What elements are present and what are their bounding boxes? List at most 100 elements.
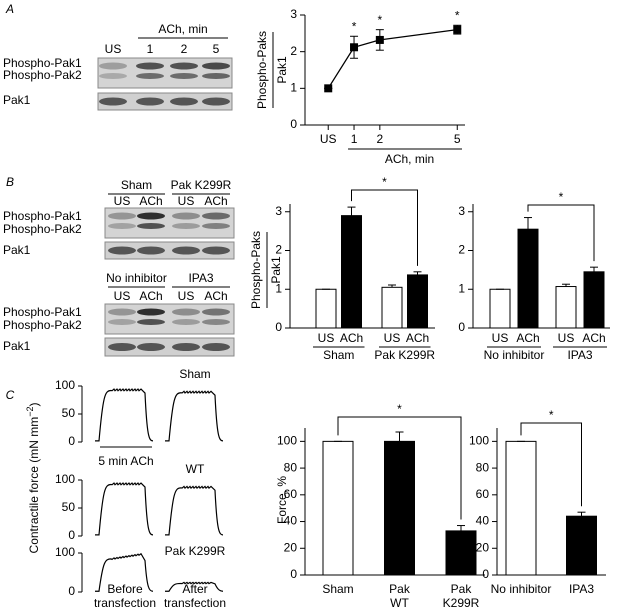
bar: [384, 440, 415, 576]
force-trace: [95, 552, 154, 592]
blot-header: ACh, min: [158, 22, 207, 36]
data-marker: [350, 43, 359, 52]
trace-tick-label: 100: [55, 545, 75, 559]
x-tick-label: IPA3: [569, 582, 594, 596]
lane-label: US: [114, 194, 131, 208]
lane-label: ACh: [204, 194, 227, 208]
significance-bracket: [527, 204, 595, 262]
x-tick-label: WT: [390, 596, 409, 610]
y-tick-label: 100: [277, 434, 297, 448]
x-tick-label: K299R: [443, 596, 480, 610]
blot-band: [202, 212, 230, 220]
row-label: Phospho-Pak1: [3, 305, 82, 319]
y-tick-label: 0: [290, 117, 297, 131]
blot-band: [108, 246, 136, 255]
blot-band: [170, 73, 198, 79]
y-label: Force, %: [275, 476, 289, 524]
significance-star: *: [549, 408, 554, 422]
trace-tick-label: 0: [68, 528, 75, 542]
y-tick-label: 20: [284, 540, 298, 554]
y-tick-label: 80: [284, 460, 298, 474]
bar: [505, 440, 537, 576]
blot-band: [170, 62, 198, 70]
y-tick-label: 60: [476, 487, 490, 501]
significance-bracket: [351, 189, 418, 266]
x-tick-label: Sham: [322, 582, 353, 596]
blot-band: [137, 223, 165, 229]
data-marker: [324, 84, 333, 93]
trace-column-label: Before: [107, 582, 143, 596]
x-tick-label: No inhibitor: [491, 582, 552, 596]
y-label-numerator: Phospho-Paks: [249, 231, 263, 309]
bar: [583, 271, 605, 329]
x-tick-label: ACh: [516, 331, 539, 345]
y-tick-label: 3: [458, 204, 465, 218]
trace-column-label: After: [182, 582, 207, 596]
y-tick-label: 1: [290, 81, 297, 95]
blot-panel: [104, 241, 235, 260]
blot-band: [202, 62, 230, 70]
y-label-numerator: Phospho-Paks: [255, 31, 269, 109]
y-tick-label: 40: [476, 514, 490, 528]
blot-band: [202, 97, 230, 106]
y-label-denominator: Pak1: [269, 256, 283, 284]
row-label: Pak1: [3, 93, 31, 107]
y-tick-label: 0: [482, 567, 489, 581]
y-tick-label: 2: [290, 44, 297, 58]
lane-label: 2: [181, 42, 188, 56]
y-tick-label: 3: [275, 204, 282, 218]
trace-tick-label: 50: [62, 406, 76, 420]
x-tick-label: US: [318, 331, 335, 345]
trace-condition: Pak K299R: [165, 544, 226, 558]
bar: [407, 274, 428, 329]
y-tick-label: 40: [284, 514, 298, 528]
lane-label: US: [114, 289, 131, 303]
blot-panel: [104, 337, 235, 357]
blot-band: [172, 212, 200, 220]
row-label: Phospho-Pak2: [3, 222, 82, 236]
significance-star: *: [378, 13, 383, 27]
blot-band: [172, 343, 200, 351]
blot-band: [108, 223, 136, 229]
panel-label: C: [6, 388, 15, 402]
blot-panel: [104, 303, 235, 335]
lane-label: US: [178, 289, 195, 303]
blot-band: [137, 319, 165, 325]
blot-band: [108, 319, 136, 325]
blot-band: [172, 308, 200, 316]
x-tick-label: US: [492, 331, 509, 345]
trace-y-label-exponent: −2: [25, 407, 35, 417]
x-tick-label: Pak: [451, 582, 473, 596]
significance-star: *: [455, 8, 460, 22]
significance-star: *: [352, 19, 357, 33]
data-line: [327, 29, 458, 89]
row-label: Phospho-Pak2: [3, 68, 82, 82]
y-tick-label: 0: [458, 320, 465, 334]
blot-band: [136, 73, 164, 79]
group-label: Sham: [323, 348, 354, 362]
blot-band: [202, 308, 230, 316]
significance-star: *: [397, 402, 402, 416]
y-label-denominator: Pak1: [275, 56, 289, 84]
y-tick-label: 20: [476, 540, 490, 554]
x-tick-label: 2: [376, 132, 383, 146]
x-tick-label: ACh: [406, 331, 429, 345]
x-tick-label: US: [558, 331, 575, 345]
blot-band: [136, 97, 164, 106]
trace-condition: Sham: [179, 367, 210, 381]
lane-label: 5: [213, 42, 220, 56]
blot-band: [99, 73, 127, 79]
bar: [381, 286, 403, 329]
blot-band: [137, 343, 165, 351]
blot-band: [99, 62, 127, 70]
force-trace: [165, 390, 224, 442]
x-label: ACh, min: [385, 152, 434, 166]
blot-band: [108, 308, 136, 316]
trace-y-label-close: ): [27, 403, 41, 407]
group-label: IPA3: [188, 271, 213, 285]
data-marker: [453, 25, 462, 34]
blot-band: [202, 343, 230, 351]
y-tick-label: 60: [284, 487, 298, 501]
blot-band: [172, 223, 200, 229]
x-tick-label: Pak: [389, 582, 411, 596]
